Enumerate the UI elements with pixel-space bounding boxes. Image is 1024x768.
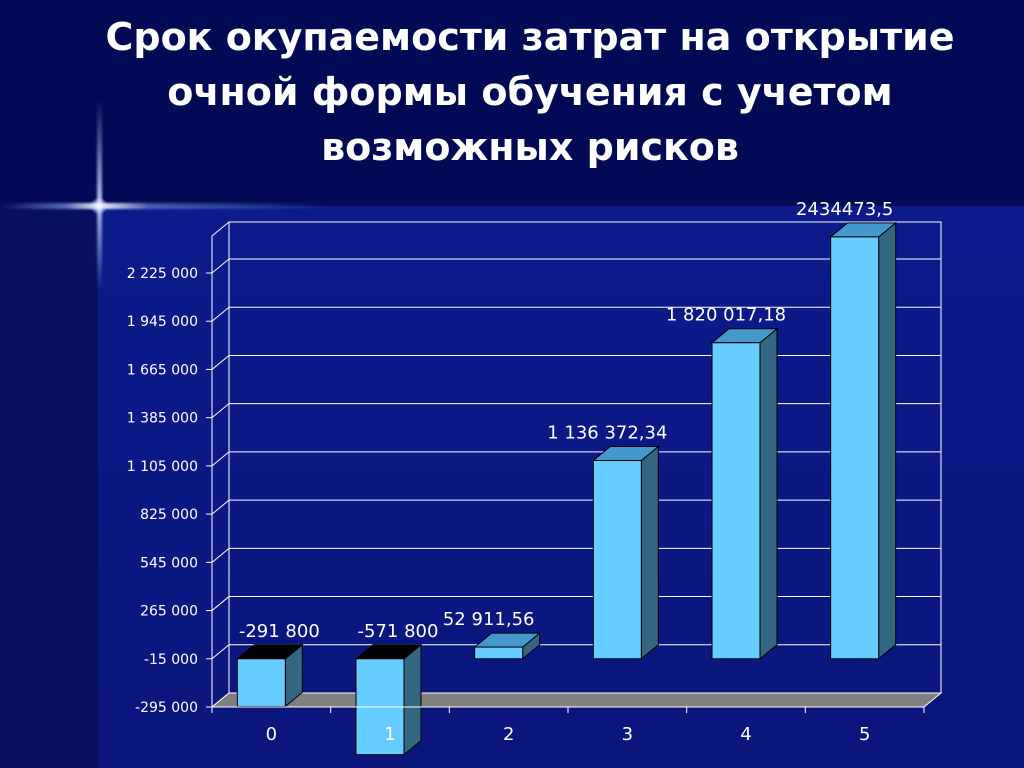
gridline: [211, 644, 941, 660]
gridline: [211, 499, 941, 515]
bar-side: [640, 445, 659, 660]
chart-bars: [235, 221, 898, 756]
x-tick-label: 3: [622, 724, 633, 745]
chart-axes: [206, 236, 925, 713]
data-label: 2434473,5: [796, 199, 893, 220]
gridline: [211, 547, 941, 563]
bar-4: [710, 327, 779, 660]
bar-3: [591, 445, 660, 660]
y-tick-label: -295 000: [135, 700, 198, 716]
y-tick-label: 545 000: [140, 555, 198, 571]
bar-front: [830, 236, 880, 660]
x-axis-tick-labels: 0 1 2 3 4 5: [266, 724, 871, 745]
bar-2: [473, 632, 542, 660]
y-tick-label: 2 225 000: [127, 266, 198, 282]
y-tick-label: 1 665 000: [127, 362, 198, 378]
y-tick-label: 265 000: [140, 604, 198, 620]
light-flare-vertical: [97, 100, 102, 290]
data-label: 1 820 017,18: [666, 305, 786, 326]
x-tick-label: 5: [859, 724, 870, 745]
slide-title: Срок окупаемости затрат на открытие очно…: [105, 15, 955, 169]
bar-side: [403, 643, 422, 756]
bar-side: [759, 327, 778, 660]
title-band: [0, 0, 1024, 206]
y-tick-label: 1 105 000: [127, 459, 198, 475]
chart-floor-plane: [210, 692, 943, 708]
gridline: [211, 451, 941, 467]
data-label: 52 911,56: [443, 609, 535, 630]
left-band: [0, 206, 98, 768]
bar-side: [878, 221, 897, 660]
chart-gridlines: [211, 258, 941, 660]
x-tick-label: 2: [503, 724, 514, 745]
x-tick-label: 0: [266, 724, 277, 745]
x-tick-label: 4: [740, 724, 751, 745]
light-flare-center: [90, 197, 108, 215]
y-tick-label: 1 945 000: [127, 314, 198, 330]
y-tick-label: -15 000: [144, 652, 198, 668]
y-axis-tick-labels: -295 000 -15 000 265 000 545 000 825 000 1 10…: [127, 266, 198, 716]
gridline: [211, 306, 941, 322]
bar-front: [592, 459, 642, 660]
y-tick-label: 825 000: [140, 507, 198, 523]
x-tick-label: 1: [384, 724, 395, 745]
bar-front: [711, 342, 761, 660]
chart-side-wall: [211, 220, 230, 709]
bar-0: [235, 643, 304, 708]
gridline: [211, 403, 941, 419]
bar-5: [829, 221, 898, 660]
bar-front: [236, 658, 286, 707]
bar-front: [474, 646, 524, 660]
y-tick-label: 1 385 000: [127, 411, 198, 427]
gridline: [211, 258, 941, 274]
data-label: -291 800: [239, 621, 320, 642]
data-label: -571 800: [358, 621, 439, 642]
chart-floor: [210, 692, 943, 708]
data-label: 1 136 372,34: [547, 422, 667, 443]
gridline: [211, 596, 941, 611]
gridline: [211, 354, 941, 370]
light-flare-horizontal: [0, 203, 330, 209]
